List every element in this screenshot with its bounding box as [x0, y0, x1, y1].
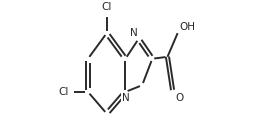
- Text: N: N: [122, 92, 129, 103]
- Text: N: N: [130, 28, 137, 38]
- Text: O: O: [175, 93, 183, 103]
- Text: Cl: Cl: [58, 87, 69, 97]
- Text: Cl: Cl: [102, 2, 112, 12]
- Text: OH: OH: [179, 22, 195, 32]
